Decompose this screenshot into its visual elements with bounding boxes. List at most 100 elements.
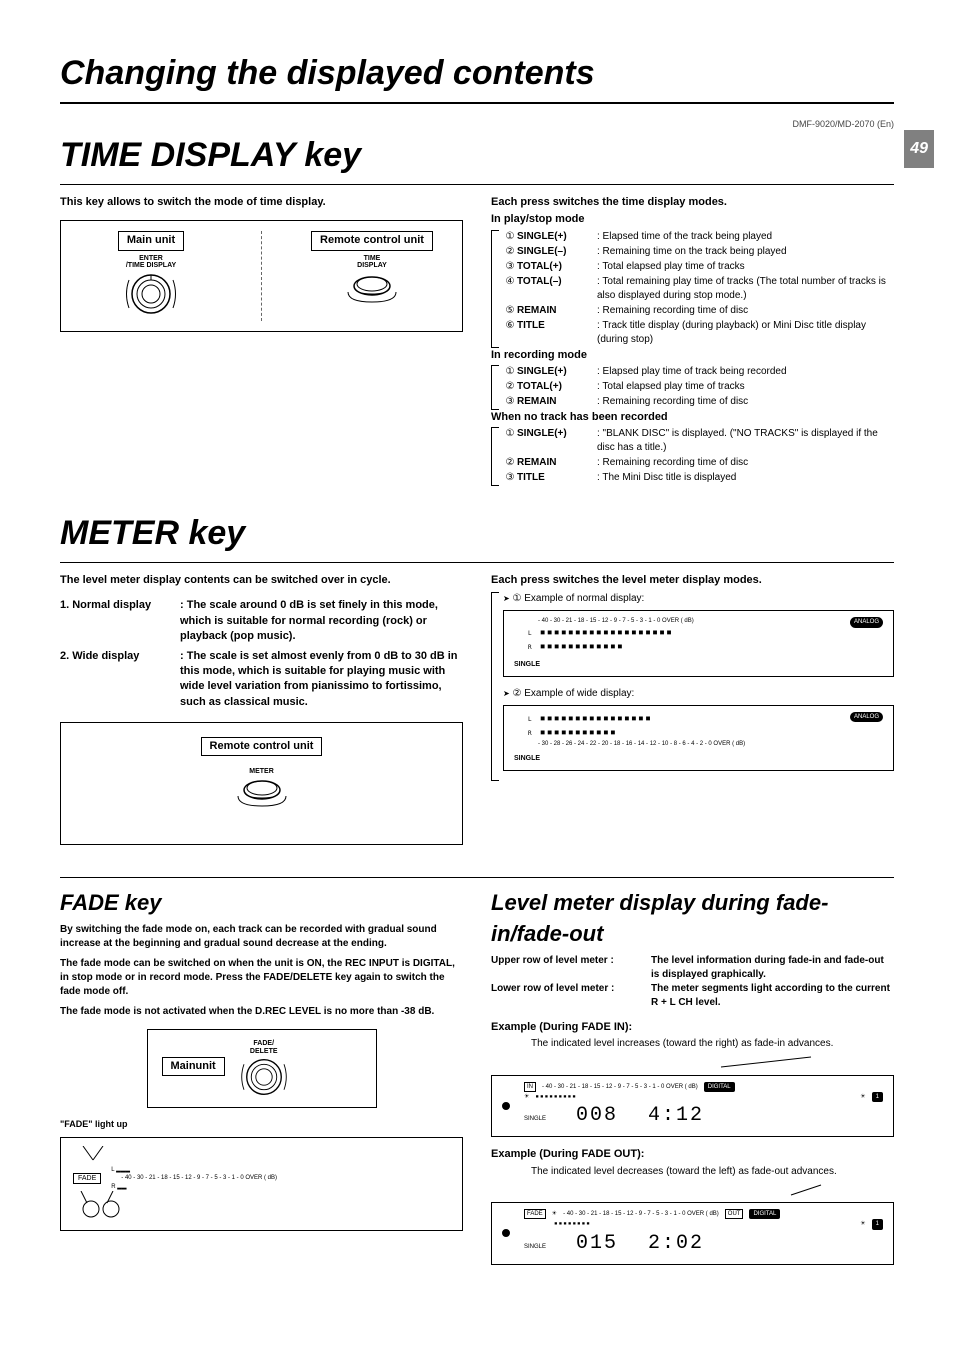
track-number: 008 bbox=[576, 1102, 618, 1130]
remote-label: Remote control unit bbox=[201, 737, 323, 756]
example-wide-label: Example of wide display: bbox=[524, 688, 634, 699]
mode-row: ③TOTAL(+): Total elapsed play time of tr… bbox=[503, 260, 894, 274]
fade-light-label: "FADE" light up bbox=[60, 1118, 463, 1131]
meter-intro: The level meter display contents can be … bbox=[60, 573, 463, 588]
fade-p3: The fade mode is not activated when the … bbox=[60, 1005, 463, 1019]
single-indicator: SINGLE bbox=[514, 660, 883, 670]
main-unit-caption: ENTER/TIME DISPLAY bbox=[126, 255, 176, 270]
fade-in-display: IN - 40 - 30 - 21 - 18 - 15 - 12 - 9 - 7… bbox=[491, 1075, 894, 1138]
item-number: ③ bbox=[503, 260, 517, 274]
mode-row: ①SINGLE(+): Elapsed play time of track b… bbox=[503, 365, 894, 379]
item-desc: : Remaining recording time of disc bbox=[597, 456, 894, 470]
item-desc: : Total elapsed play time of tracks bbox=[597, 380, 894, 394]
mode-row: ⑤REMAIN: Remaining recording time of dis… bbox=[503, 304, 894, 318]
arrow-pointer-icon bbox=[491, 1183, 871, 1197]
item-label: REMAIN bbox=[517, 304, 597, 318]
mode-row: ③TITLE: The Mini Disc title is displayed bbox=[503, 471, 894, 485]
item-label: SINGLE(–) bbox=[517, 245, 597, 259]
page-number-badge: 49 bbox=[904, 130, 934, 168]
meter-scale: - 40 - 30 - 21 - 18 - 15 - 12 - 9 - 7 - … bbox=[538, 618, 694, 624]
section-title-changing: Changing the displayed contents bbox=[60, 50, 894, 98]
remote-caption: TIMEDISPLAY bbox=[357, 255, 387, 270]
def-label: 1. Normal display bbox=[60, 598, 180, 644]
ex-in-hint: The indicated level increases (toward th… bbox=[491, 1037, 894, 1051]
remote-unit-label: Remote control unit bbox=[311, 231, 433, 250]
bracket-icon bbox=[491, 427, 499, 486]
normal-display-box: ANALOG - 40 - 30 - 21 - 18 - 15 - 12 - 9… bbox=[503, 610, 894, 676]
single-label: SINGLE bbox=[524, 1243, 546, 1251]
meter-scale: - 30 - 28 - 26 - 24 - 22 - 20 - 18 - 16 … bbox=[538, 741, 745, 747]
ex-out-hint: The indicated level decreases (toward th… bbox=[491, 1165, 894, 1179]
item-desc: : Remaining time on the track being play… bbox=[597, 245, 894, 259]
single-indicator: SINGLE bbox=[514, 754, 883, 764]
record-dot-icon bbox=[502, 1102, 510, 1110]
time-intro: This key allows to switch the mode of ti… bbox=[60, 195, 463, 210]
mode-row: ④TOTAL(–): Total remaining play time of … bbox=[503, 275, 894, 303]
item-number: ⑥ bbox=[503, 319, 517, 333]
mode-row: ⑥TITLE: Track title display (during play… bbox=[503, 319, 894, 347]
track-number: 015 bbox=[576, 1230, 618, 1258]
upper-row-val: The level information during fade-in and… bbox=[651, 954, 894, 982]
remote-button-icon bbox=[345, 272, 399, 306]
wide-display-box: ANALOG L ▪▪▪▪▪▪▪▪▪▪▪▪▪▪▪▪R ▪▪▪▪▪▪▪▪▪▪▪ -… bbox=[503, 705, 894, 771]
divider bbox=[60, 877, 894, 878]
bracket-icon bbox=[491, 230, 499, 348]
divider bbox=[60, 102, 894, 104]
mode-row: ②SINGLE(–): Remaining time on the track … bbox=[503, 245, 894, 259]
play-stop-header: In play/stop mode bbox=[491, 212, 894, 227]
section-title-time-display: TIME DISPLAY key bbox=[60, 132, 894, 180]
knob-icon bbox=[239, 1057, 289, 1097]
ex-out-label: Example (During FADE OUT): bbox=[491, 1147, 894, 1162]
item-label: SINGLE(+) bbox=[517, 427, 597, 441]
knob-icon bbox=[124, 272, 178, 316]
item-number: ② bbox=[503, 380, 517, 394]
digital-badge: DIGITAL bbox=[704, 1082, 735, 1092]
main-unit-label: Mainunit bbox=[162, 1057, 225, 1076]
digital-badge: DIGITAL bbox=[749, 1209, 780, 1219]
recording-header: In recording mode bbox=[491, 348, 894, 363]
item-number: ① bbox=[503, 230, 517, 244]
track-badge: 1 bbox=[872, 1092, 883, 1102]
definition-row: 2. Wide display: The scale is set almost… bbox=[60, 649, 463, 711]
section-title-meter: METER key bbox=[60, 510, 894, 558]
mode-row: ②REMAIN: Remaining recording time of dis… bbox=[503, 456, 894, 470]
vertical-divider bbox=[261, 231, 262, 321]
fade-light-box: FADE L ▂▂▂ - 40 - 30 - 21 - 18 - 15 - 12… bbox=[60, 1137, 463, 1231]
def-label: 2. Wide display bbox=[60, 649, 180, 711]
switch-header: Each press switches the time display mod… bbox=[491, 195, 894, 210]
mode-row: ①SINGLE(+): Elapsed time of the track be… bbox=[503, 230, 894, 244]
lower-row-key: Lower row of level meter : bbox=[491, 982, 651, 1010]
item-desc: : Remaining recording time of disc bbox=[597, 395, 894, 409]
item-desc: : "BLANK DISC" is displayed. ("NO TRACKS… bbox=[597, 427, 894, 455]
remote-button-icon bbox=[235, 776, 289, 810]
fade-title: FADE key bbox=[60, 888, 463, 919]
arrow-pointer-icon bbox=[491, 1055, 871, 1069]
out-label: OUT bbox=[725, 1209, 744, 1219]
item-desc: : Total elapsed play time of tracks bbox=[597, 260, 894, 274]
track-badge: 1 bbox=[872, 1219, 883, 1229]
notrack-header: When no track has been recorded bbox=[491, 410, 894, 425]
item-label: TITLE bbox=[517, 471, 597, 485]
example-normal-label: Example of normal display: bbox=[524, 593, 644, 604]
item-number: ① bbox=[503, 365, 517, 379]
item-desc: : Remaining recording time of disc bbox=[597, 304, 894, 318]
unit-display-box: Main unit ENTER/TIME DISPLAY Remote cont… bbox=[60, 220, 463, 332]
item-desc: : The Mini Disc title is displayed bbox=[597, 471, 894, 485]
item-desc: : Total remaining play time of tracks (T… bbox=[597, 275, 894, 303]
fade-p1: By switching the fade mode on, each trac… bbox=[60, 923, 463, 951]
item-label: TOTAL(+) bbox=[517, 380, 597, 394]
item-number: ② bbox=[503, 456, 517, 470]
item-desc: : Track title display (during playback) … bbox=[597, 319, 894, 347]
bracket-icon bbox=[491, 365, 499, 410]
mode-row: ②TOTAL(+): Total elapsed play time of tr… bbox=[503, 380, 894, 394]
item-number: ① bbox=[503, 427, 517, 441]
record-dot-icon bbox=[502, 1229, 510, 1237]
item-number: ⑤ bbox=[503, 304, 517, 318]
fade-indicator: FADE bbox=[73, 1173, 101, 1185]
item-number: ③ bbox=[503, 395, 517, 409]
ex-in-label: Example (During FADE IN): bbox=[491, 1020, 894, 1035]
fade-p2: The fade mode can be switched on when th… bbox=[60, 957, 463, 999]
level-title: Level meter display during fade-in/fade-… bbox=[491, 888, 894, 950]
item-label: REMAIN bbox=[517, 456, 597, 470]
item-number: ③ bbox=[503, 471, 517, 485]
